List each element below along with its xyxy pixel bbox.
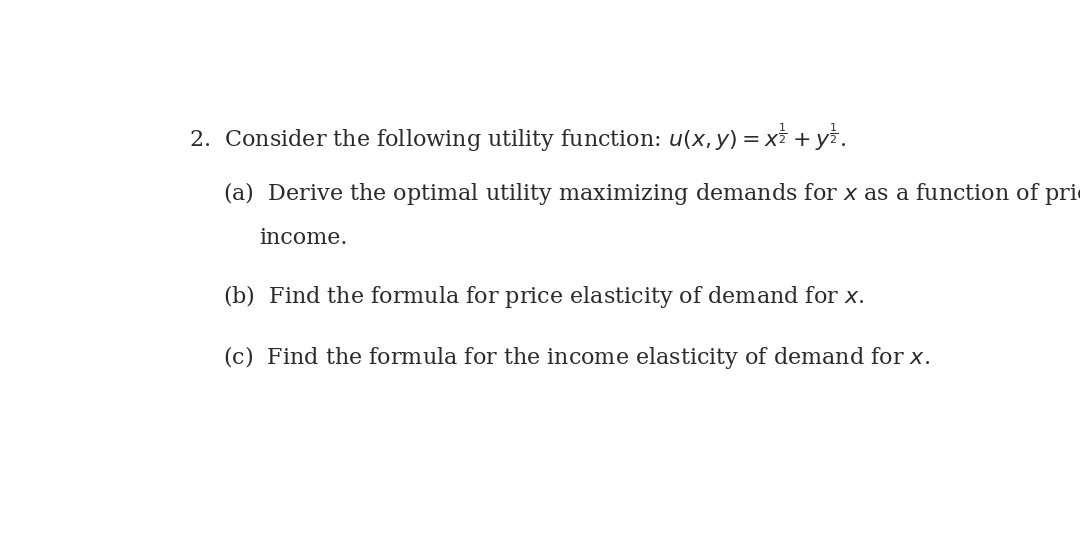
Text: 2.  Consider the following utility function: $u(x, y) = x^{\frac{1}{2}} + y^{\fr: 2. Consider the following utility functi… bbox=[189, 122, 847, 154]
Text: (c)  Find the formula for the income elasticity of demand for $x$.: (c) Find the formula for the income elas… bbox=[222, 344, 930, 371]
Text: (a)  Derive the optimal utility maximizing demands for $x$ as a function of pric: (a) Derive the optimal utility maximizin… bbox=[222, 181, 1080, 207]
Text: income.: income. bbox=[259, 226, 348, 249]
Text: (b)  Find the formula for price elasticity of demand for $x$.: (b) Find the formula for price elasticit… bbox=[222, 283, 864, 310]
